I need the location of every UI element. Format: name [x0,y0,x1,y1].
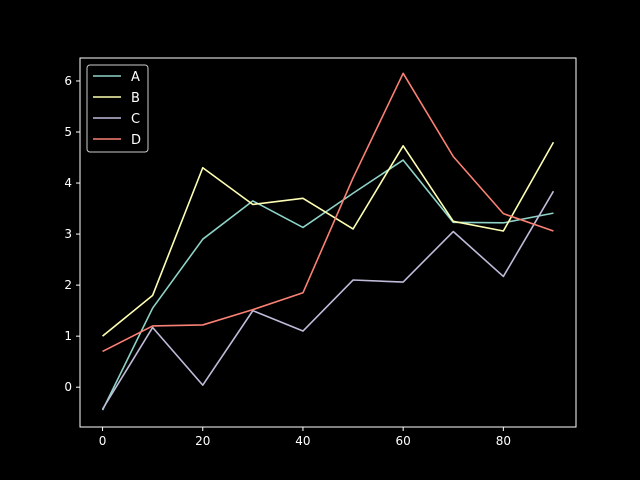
series-line-d [102,72,554,353]
y-tick-label: 5 [64,125,72,139]
x-tick-label: 20 [195,434,210,448]
legend-label-a: A [131,70,140,85]
y-tick-label: 3 [64,227,72,241]
y-tick-label: 6 [64,74,72,88]
plot-area [80,58,576,427]
y-tick-label: 0 [64,380,72,394]
y-tick-label: 2 [64,278,72,292]
x-tick-label: 0 [99,434,107,448]
y-tick-label: 4 [64,176,72,190]
legend-label-d: D [131,133,141,148]
x-tick-label: 40 [295,434,310,448]
legend-label-b: B [131,91,140,106]
series-line-b [102,141,555,337]
legend-label-c: C [131,112,140,127]
series-line-a [101,159,554,411]
y-axis: 0 1 2 3 4 5 6 [64,74,80,394]
legend-box [86,64,149,153]
series-line-c [101,190,555,410]
plot-frame [79,57,577,428]
x-axis: 0 20 40 60 80 [99,427,511,448]
x-tick-label: 60 [396,434,411,448]
y-tick-label: 1 [64,329,72,343]
series-layer [101,72,555,411]
x-tick-label: 80 [496,434,511,448]
